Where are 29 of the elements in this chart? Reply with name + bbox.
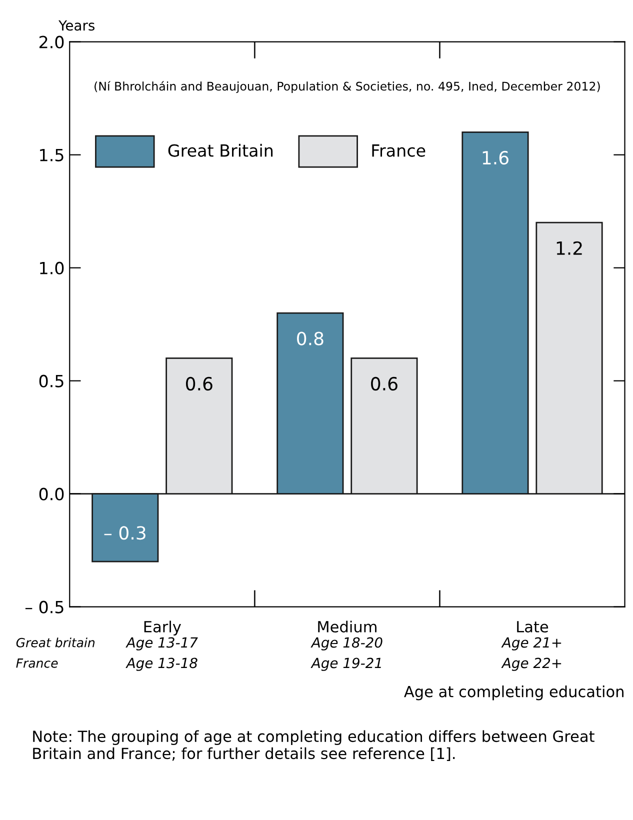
data-label: 0.6 [186,376,212,391]
data-label: 0.6 [371,376,398,391]
y-tick-label: 1.0 [40,262,64,274]
text: Great britain [16,638,95,648]
text: Age 22+ [501,658,562,671]
legend-label: Great Britain [168,144,273,157]
y-axis-title: Years [58,20,94,31]
data-label: 1.6 [482,150,508,165]
text: Note: The grouping of age at completing education differs between Great Britain and France; for further details see reference [1]. [33,730,594,761]
text: Age 19-21 [310,658,381,671]
y-tick-label: – 0.5 [25,600,64,614]
y-tick-label: 1.5 [40,148,64,162]
legend-label: France [372,144,426,157]
y-tick-label: 0.5 [39,374,64,388]
x-tick-label: Early [144,620,181,636]
x-tick-label: Medium [318,620,376,633]
annotation: (Ní Bhrolcháin and Beaujouan, Population & Societies, no. 495, Ined, December 2012) [94,81,600,93]
text: Age 18-20 [310,637,382,650]
text: Age 21+ [501,637,562,650]
text: Age 13-17 [126,637,198,650]
text: Age at completing education [404,686,624,700]
text: Age 13-18 [126,658,198,671]
data-label: – 0.3 [104,526,146,540]
x-tick-label: Late [517,621,548,633]
y-tick-label: 2.0 [39,36,64,48]
data-label: 1.2 [556,241,582,255]
y-tick-label: 0.0 [39,488,64,500]
text: France [16,658,58,668]
data-label: 0.8 [297,332,324,346]
